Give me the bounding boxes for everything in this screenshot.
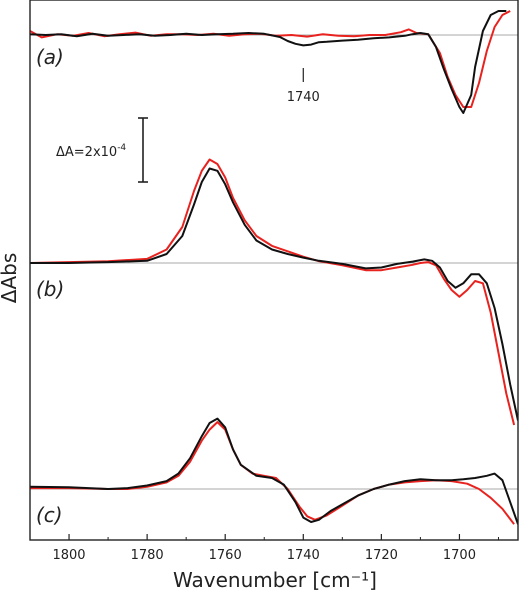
scale-bar-exponent: -4 [117, 143, 126, 153]
x-tick-label-1760: 1760 [209, 548, 242, 563]
x-tick-label-1740: 1740 [287, 548, 320, 563]
panel-a [30, 10, 518, 114]
series-black-a [30, 10, 507, 114]
y-axis-title: ΔAbs [0, 253, 21, 303]
svg-text:ΔA=2x10-4: ΔA=2x10-4 [56, 143, 126, 160]
x-tick-label-1800: 1800 [52, 548, 85, 563]
panel-label-c: (c) [36, 503, 63, 527]
x-tick-label-1720: 1720 [365, 548, 398, 563]
panel-label-b: (b) [36, 277, 64, 301]
series-red-b [30, 158, 516, 426]
panel-b [30, 158, 518, 426]
annotation-label: 1740 [287, 90, 320, 105]
scale-bar-label: ΔA=2x10 [56, 145, 117, 160]
plot-area [30, 10, 518, 525]
x-axis: 1800 1780 1760 1740 1720 1700 [29, 534, 499, 563]
series-red-a [30, 10, 511, 108]
panel-label-a: (a) [36, 45, 64, 69]
x-tick-label-1780: 1780 [131, 548, 164, 563]
series-black-c [30, 417, 518, 525]
x-axis-title: Wavenumber [cm⁻¹] [173, 568, 377, 592]
series-black-b [30, 167, 518, 421]
x-tick-label-1700: 1700 [443, 548, 476, 563]
scale-bar: ΔA=2x10-4 [56, 117, 148, 183]
panel-c [30, 417, 518, 525]
series-red-c [30, 421, 515, 525]
plot-frame [29, 0, 519, 541]
annotation-1740: 1740 [287, 68, 320, 105]
